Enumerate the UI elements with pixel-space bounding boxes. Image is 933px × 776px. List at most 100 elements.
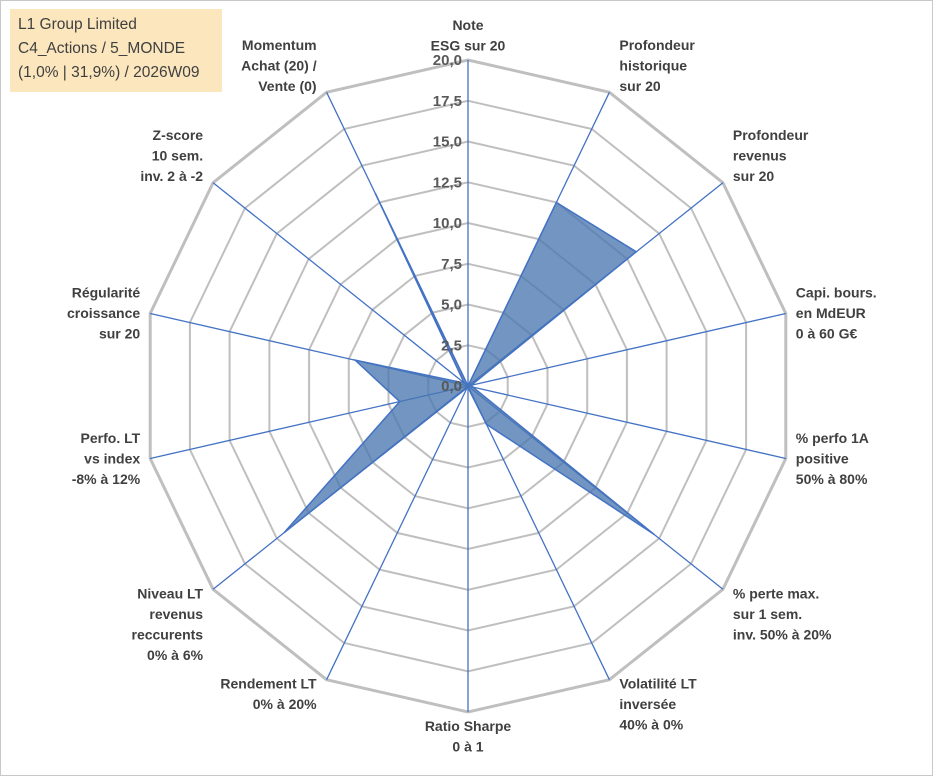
axis-label-11: Perfo. LT vs index -8% à 12% [72,430,141,487]
axis-spoke-9 [326,385,469,680]
data-point-9 [466,386,469,389]
axis-label-text-4: Capi. bours. en MdEUR 0 à 60 G€ [796,285,877,342]
tick-label-5: 12,5 [433,174,462,191]
axis-label-line: revenus [733,148,787,164]
axis-label-line: Note [452,17,483,33]
data-point-6 [653,533,655,536]
axis-label-3: Profondeur revenus sur 20 [733,127,809,184]
axis-label-text-8: Ratio Sharpe 0 à 1 [425,718,512,755]
axis-label-line: Vente (0) [258,78,316,94]
axis-label-text-7: Volatilité LT inversée 40% à 0% [619,676,697,733]
axis-label-1: Note ESG sur 20 [431,17,506,54]
axis-label-text-11: Perfo. LT vs index -8% à 12% [72,430,141,487]
radar-tick-labels: 0,0 2,5 5,0 7,5 10,0 12,5 15,0 17,5 20,0 [433,52,462,395]
axis-label-line: Régularité [72,285,141,301]
axis-label-line: Achat (20) / [241,57,317,73]
tick-label-6: 15,0 [433,134,462,151]
axis-spoke-7 [467,385,610,680]
axis-label-14: Momentum Achat (20) / Vente (0) [241,37,317,94]
axis-label-line: inv. 2 à -2 [140,168,203,184]
axis-label-5: % perfo 1A positive 50% à 80% [796,430,869,487]
axis-label-2: Profondeur historique sur 20 [619,37,695,94]
axis-label-text-3: Profondeur revenus sur 20 [733,127,809,184]
axis-label-line: sur 20 [733,168,774,184]
tick-label-2: 5,0 [441,297,462,314]
axis-label-line: Profondeur [733,127,809,143]
tick-label-3: 7,5 [441,256,462,273]
axis-label-text-13: Z-score 10 sem. inv. 2 à -2 [140,127,203,184]
axis-label-10: Niveau LT revenus reccurents 0% à 6% [132,585,204,663]
data-point-11 [398,400,401,403]
axis-label-line: Perfo. LT [81,430,141,446]
axis-label-8: Ratio Sharpe 0 à 1 [425,718,512,755]
axis-label-line: revenus [149,606,203,622]
company-name: L1 Group Limited [18,16,137,33]
axis-label-text-6: % perte max. sur 1 sem. inv. 50% à 20% [733,585,832,642]
axis-label-line: sur 1 sem. [733,606,802,622]
axis-label-line: vs index [84,450,140,466]
axis-label-line: inv. 50% à 20% [733,626,832,642]
axis-label-7: Volatilité LT inversée 40% à 0% [619,676,697,733]
tick-label-1: 2,5 [441,337,462,354]
axis-label-line: en MdEUR [796,305,866,321]
axis-spoke-5 [467,385,786,460]
axis-label-text-14: Momentum Achat (20) / Vente (0) [241,37,317,94]
axis-label-4: Capi. bours. en MdEUR 0 à 60 G€ [796,285,877,342]
axis-label-line: reccurents [132,626,204,642]
axis-label-line: sur 20 [619,78,660,94]
data-point-4 [470,384,473,387]
axis-label-line: inversée [619,696,676,712]
axis-label-line: % perte max. [733,585,819,601]
axis-label-line: historique [619,57,687,73]
axis-spoke-13 [212,182,469,387]
data-point-7 [485,423,488,426]
axis-label-line: positive [796,450,849,466]
axis-label-text-1: Note ESG sur 20 [431,17,506,54]
axis-label-line: Capi. bours. [796,285,877,301]
axis-label-text-10: Niveau LT revenus reccurents 0% à 6% [132,585,204,663]
tick-label-0: 0,0 [441,378,462,395]
axis-label-text-9: Rendement LT 0% à 20% [220,676,317,713]
header-info-box: L1 Group Limited C4_Actions / 5_MONDE (1… [10,9,222,92]
radar-axis-labels: Note ESG sur 20 Profondeur historique sur 20… [67,17,877,755]
radar-series [283,192,655,536]
data-point-10 [283,531,286,534]
axis-label-line: -8% à 12% [72,471,141,487]
series-area [283,193,655,536]
data-point-2 [555,201,558,204]
axis-label-line: 10 sem. [152,148,203,164]
axis-label-13: Z-score 10 sem. inv. 2 à -2 [140,127,203,184]
axis-label-text-2: Profondeur historique sur 20 [619,37,695,94]
data-point-5 [472,386,474,388]
portfolio-category: C4_Actions / 5_MONDE [18,40,186,57]
axis-label-9: Rendement LT 0% à 20% [220,676,317,713]
data-point-14 [374,192,377,195]
axis-label-line: Momentum [242,37,317,53]
tick-label-8: 20,0 [433,52,462,69]
axis-label-line: Z-score [153,127,204,143]
axis-label-line: Volatilité LT [619,676,697,692]
tick-label-4: 10,0 [433,215,462,232]
axis-label-line: 50% à 80% [796,471,868,487]
axis-label-6: % perte max. sur 1 sem. inv. 50% à 20% [733,585,832,642]
axis-label-line: ESG sur 20 [431,38,506,54]
axis-label-line: % perfo 1A [796,430,869,446]
axis-label-text-5: % perfo 1A positive 50% à 80% [796,430,869,487]
axis-label-12: Régularité croissance sur 20 [67,285,140,342]
axis-spoke-4 [467,312,786,387]
axis-label-line: 0% à 6% [147,647,204,663]
axis-label-text-12: Régularité croissance sur 20 [67,285,140,342]
tick-label-7: 17,5 [433,93,462,110]
axis-label-line: Profondeur [619,37,695,53]
axis-label-line: 0 à 1 [452,739,483,755]
axis-label-line: sur 20 [99,326,140,342]
data-point-12 [354,359,357,362]
axis-label-line: 40% à 0% [619,717,683,733]
axis-label-line: Rendement LT [220,676,317,692]
axis-label-line: Ratio Sharpe [425,718,512,734]
weight-and-week: (1,0% | 31,9%) / 2026W09 [18,64,200,81]
axis-label-line: 0 à 60 G€ [796,326,858,342]
axis-label-line: 0% à 20% [253,696,317,712]
axis-label-line: Niveau LT [137,585,203,601]
